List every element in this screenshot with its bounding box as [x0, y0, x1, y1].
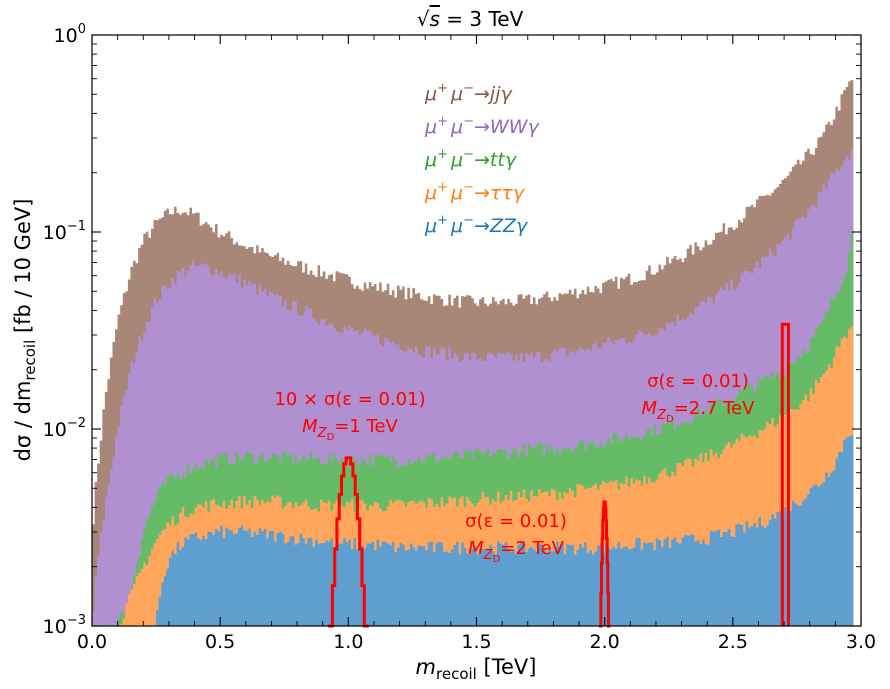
signal-label: 10 × σ(ε = 0.01): [274, 389, 425, 410]
mass-value: =1 TeV: [334, 416, 398, 437]
y-axis-label-sub: recoil: [21, 340, 39, 381]
mass-symbol: M: [468, 538, 484, 559]
legend-mu1: μ: [424, 215, 437, 237]
x-tick-label: 2.0: [590, 631, 620, 653]
chart-title: √s = 3 TeV: [417, 7, 524, 31]
y-tick-exp: −1: [67, 219, 86, 234]
mass-sub: Z: [317, 426, 328, 441]
x-tick-label: 1.0: [333, 631, 363, 653]
signal-mass-label: MZD=1 TeV: [302, 416, 398, 443]
legend-sup-plus: +: [437, 213, 448, 228]
y-tick-base: 10: [54, 25, 78, 47]
title-sqrt: √: [417, 7, 430, 31]
signal-histograms: [327, 322, 790, 628]
mass-subsub: D: [493, 554, 501, 565]
mass-value: =2.7 TeV: [674, 398, 755, 419]
y-tick-base: 10: [43, 419, 67, 441]
signal-label: σ(ε = 0.01): [647, 371, 749, 392]
x-tick-label: 3.0: [846, 631, 876, 653]
legend-item: μ+ μ−→jjγ: [424, 81, 513, 105]
legend-process: →ZZγ: [474, 215, 529, 237]
legend-process: →WWγ: [474, 116, 540, 138]
title-rest: = 3 TeV: [440, 7, 524, 31]
y-tick-exp: −3: [67, 613, 86, 628]
y-tick-exp: 0: [78, 22, 86, 37]
mass-subsub: D: [327, 432, 335, 443]
signal-hist-2: [780, 322, 790, 626]
x-axis-label-main: m: [416, 655, 436, 679]
legend-sup-minus: −: [463, 213, 474, 228]
y-axis-label: dσ / dmrecoil [fb / 10 GeV]: [11, 199, 39, 462]
mass-value: =2 TeV: [500, 538, 564, 559]
signal-hist-0: [327, 456, 369, 628]
x-tick-label: 0.0: [77, 631, 107, 653]
y-tick-base: 10: [43, 616, 67, 638]
title-root: s: [429, 7, 439, 31]
legend-sup-plus: +: [437, 147, 448, 162]
signal-mass-label: MZD=2 TeV: [468, 538, 564, 565]
legend-mu2: μ: [450, 182, 463, 204]
legend-sup-minus: −: [463, 180, 474, 195]
legend-sup-minus: −: [463, 81, 474, 96]
y-axis-label-post: [fb / 10 GeV]: [11, 199, 35, 340]
x-axis-label-unit: [TeV]: [477, 655, 537, 679]
y-tick-exp: −2: [67, 416, 86, 431]
legend-mu2: μ: [450, 215, 463, 237]
signal-hist-1: [599, 500, 611, 628]
signal-mass-label: MZD=2.7 TeV: [642, 398, 756, 425]
legend-mu2: μ: [450, 149, 463, 171]
legend-item: μ+ μ−→ττγ: [424, 180, 526, 204]
legend-sup-plus: +: [437, 81, 448, 96]
mass-sub: Z: [483, 548, 494, 563]
mass-symbol: M: [642, 398, 658, 419]
x-tick-label: 0.5: [205, 631, 235, 653]
mass-sub: Z: [656, 408, 667, 423]
legend-item: μ+ μ−→ZZγ: [424, 213, 529, 237]
legend-mu1: μ: [424, 149, 437, 171]
signal-label: σ(ε = 0.01): [465, 511, 567, 532]
mass-symbol: M: [302, 416, 318, 437]
legend-process: →jjγ: [474, 83, 513, 105]
legend-item: μ+ μ−→ttγ: [424, 147, 518, 171]
x-tick-label: 1.5: [461, 631, 491, 653]
legend-mu1: μ: [424, 116, 437, 138]
y-axis-label-pre: dσ / dm: [11, 381, 35, 462]
y-tick-label: 100: [54, 22, 86, 47]
legend-sup-plus: +: [437, 180, 448, 195]
legend-mu1: μ: [424, 83, 437, 105]
legend-mu1: μ: [424, 182, 437, 204]
y-tick-label: 10−2: [43, 416, 86, 441]
mass-subsub: D: [666, 414, 674, 425]
x-axis-label: mrecoil [TeV]: [416, 655, 537, 683]
y-tick-base: 10: [43, 222, 67, 244]
legend-sup-plus: +: [437, 114, 448, 129]
legend-mu2: μ: [450, 83, 463, 105]
x-tick-label: 2.5: [718, 631, 748, 653]
legend-process: →ttγ: [474, 149, 518, 171]
series-area-4: [156, 435, 854, 626]
stacked-histograms: [92, 80, 854, 627]
y-tick-label: 10−1: [43, 219, 86, 244]
legend-sup-minus: −: [463, 114, 474, 129]
legend-process: →ττγ: [474, 182, 526, 204]
legend-mu2: μ: [450, 116, 463, 138]
x-axis-label-sub: recoil: [436, 665, 477, 683]
y-tick-label: 10−3: [43, 613, 86, 638]
legend-item: μ+ μ−→WWγ: [424, 114, 540, 138]
legend-sup-minus: −: [463, 147, 474, 162]
